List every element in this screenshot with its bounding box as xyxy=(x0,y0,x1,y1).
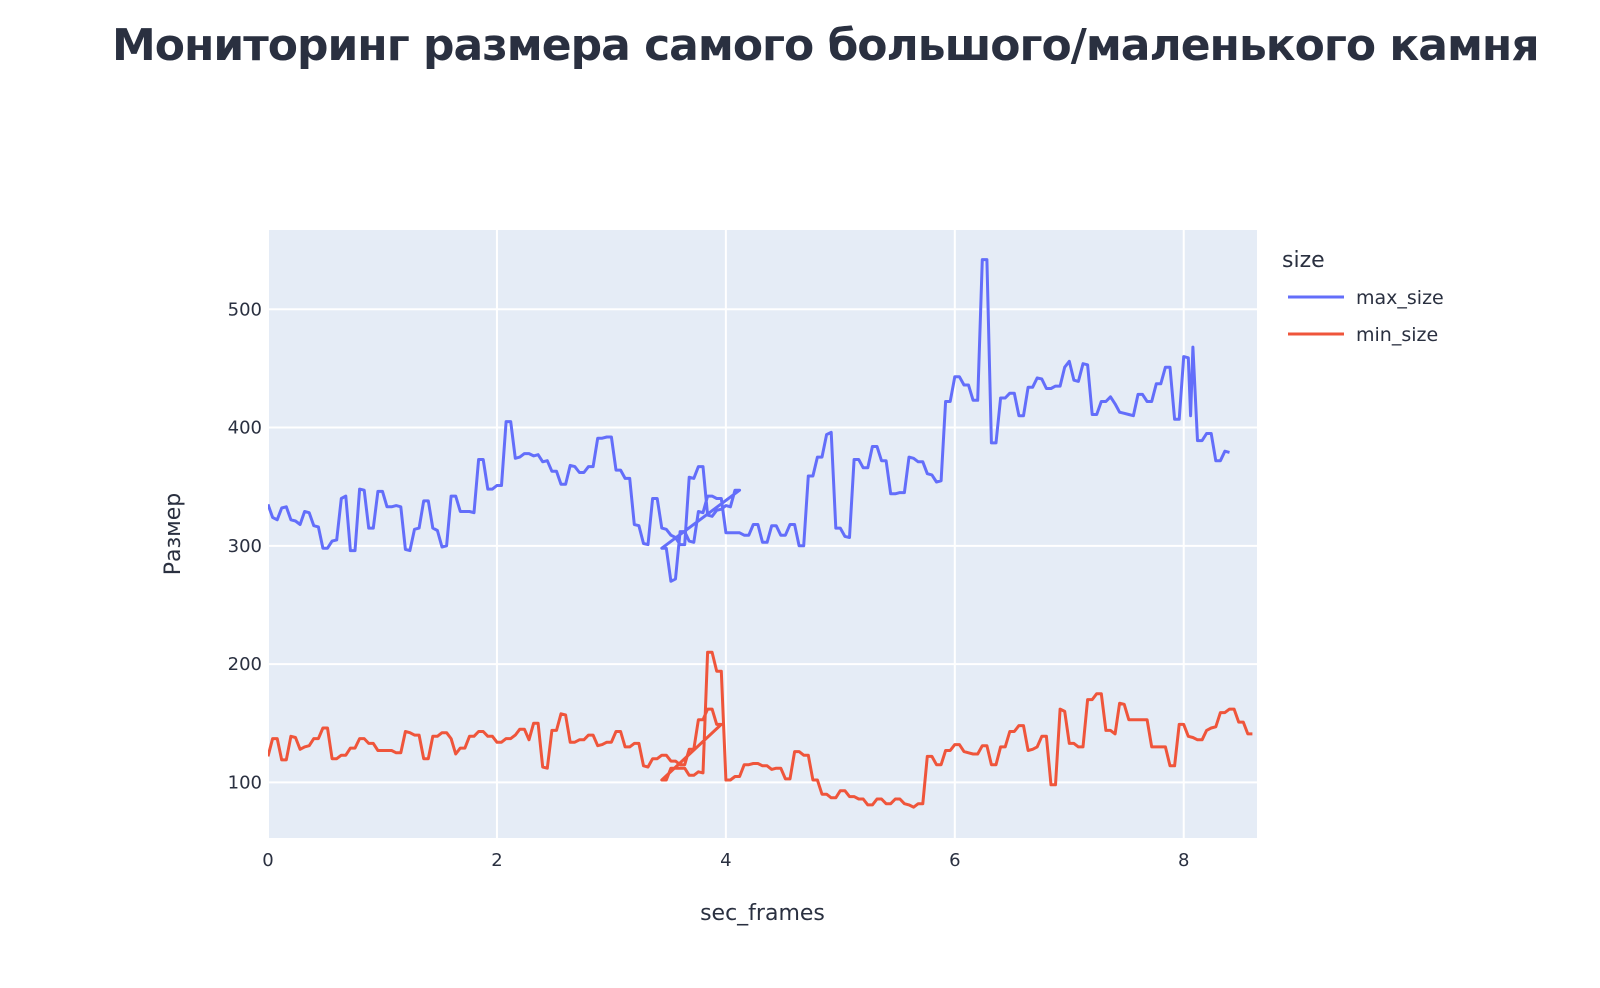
x-tick-label: 6 xyxy=(949,850,960,871)
y-tick-label: 500 xyxy=(228,299,262,320)
legend-title: size xyxy=(1282,248,1325,273)
y-tick-label: 300 xyxy=(228,536,262,557)
x-tick-label: 4 xyxy=(720,850,731,871)
series-line-max-size xyxy=(268,258,1230,583)
legend-label-min-size: min_size xyxy=(1356,324,1438,346)
chart-title: Мониторинг размера самого большого/мален… xyxy=(112,20,1540,71)
y-tick-label: 200 xyxy=(228,654,262,675)
x-axis-title: sec_frames xyxy=(700,901,825,926)
x-tick-label: 2 xyxy=(491,850,502,871)
series-line-min-size xyxy=(268,650,1253,809)
y-tick-label: 400 xyxy=(228,418,262,439)
tick-labels: 0 2 4 6 8 100 200 300 400 500 xyxy=(228,299,1190,871)
x-tick-label: 0 xyxy=(262,850,273,871)
x-tick-label: 8 xyxy=(1178,850,1189,871)
plot-area xyxy=(268,230,1257,838)
y-axis-title: Размер xyxy=(161,493,186,576)
axis-titles: sec_frames Размер xyxy=(161,493,825,926)
series-layer xyxy=(268,258,1253,809)
legend: size max_size min_size xyxy=(1282,248,1444,346)
legend-label-max-size: max_size xyxy=(1356,287,1444,309)
y-tick-label: 100 xyxy=(228,772,262,793)
